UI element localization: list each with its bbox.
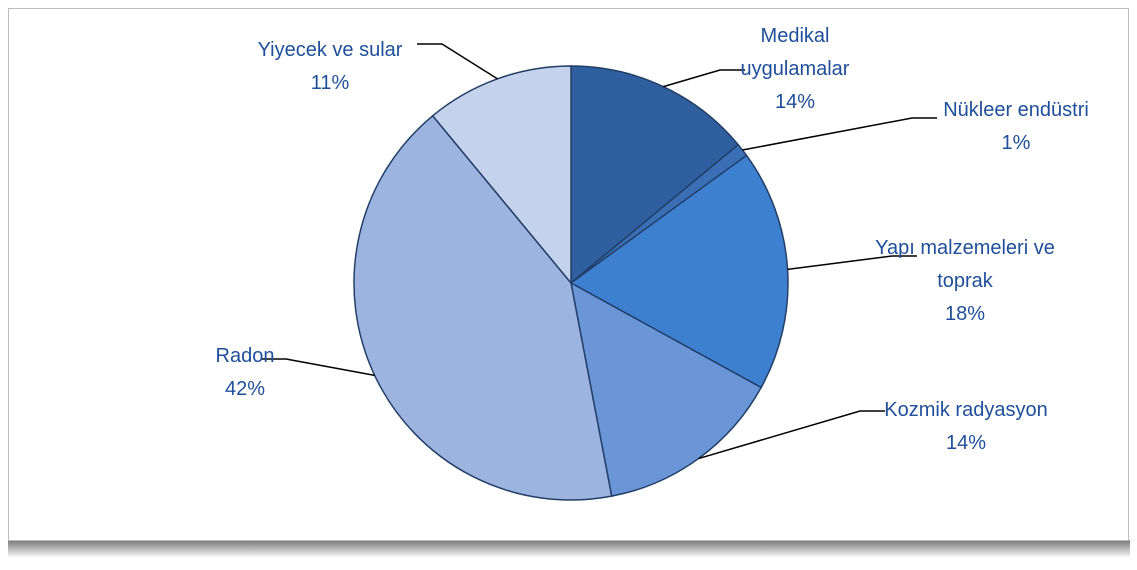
frame-shadow [8,540,1130,558]
pie-slice [353,114,613,501]
category-label: Nükleer endüstri [943,99,1089,121]
category-label: Yapı malzemeleri ve toprak [875,237,1055,292]
slice-label: Yiyecek ve sular 11% [230,34,430,100]
leader-line [417,43,498,80]
leader-line [742,117,937,151]
slice-label: Nükleer endüstri 1% [906,94,1126,160]
value-label: 1% [1001,132,1031,154]
slice-label: Yapı malzemeleri ve toprak 18% [870,232,1060,331]
slice-label: Radon 42% [200,340,290,406]
pie [353,65,789,501]
leader-line [698,410,885,460]
leader-line [787,255,917,271]
pie-slice [570,65,740,285]
slice-label: Kozmik radyasyon 14% [851,394,1081,460]
leader-line [663,69,745,88]
value-label: 14% [945,432,987,454]
value-label: 18% [944,303,986,325]
slice-label: Medikal uygulamalar 14% [720,20,870,119]
value-label: 42% [224,378,266,400]
leader-line [261,358,375,377]
value-label: 11% [310,72,350,94]
category-label: Radon [215,345,275,367]
category-label: Kozmik radyasyon [884,399,1048,421]
category-label: Medikal uygulamalar [740,25,850,80]
value-label: 14% [774,91,816,113]
category-label: Yiyecek ve sular [257,39,403,61]
leader-lines [261,43,937,460]
pie-slice [431,65,572,286]
